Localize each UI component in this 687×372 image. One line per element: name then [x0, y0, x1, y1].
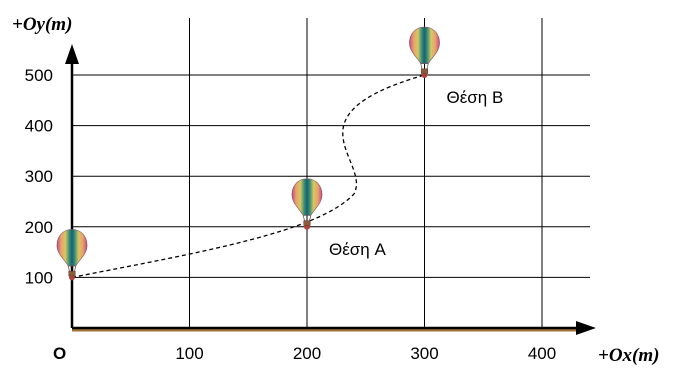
x-tick-label: 400 [528, 344, 556, 363]
x-axis-title: +Ox(m) [598, 345, 659, 366]
y-axis-arrow-icon [65, 44, 79, 64]
grid-lines [72, 18, 590, 328]
position-label: Θέση A [329, 240, 386, 259]
x-tick-label: 100 [175, 344, 203, 363]
x-tick-labels: 100 200 300 400 [175, 344, 556, 363]
y-axis-title: +Oy(m) [12, 14, 72, 35]
y-tick-label: 400 [25, 117, 53, 136]
x-tick-label: 200 [293, 344, 321, 363]
y-tick-label: 100 [25, 268, 53, 287]
trajectory-path [71, 74, 425, 279]
y-tick-label: 300 [25, 167, 53, 186]
x-axis-arrow-icon [576, 321, 596, 335]
x-tick-label: 300 [410, 344, 438, 363]
axes [65, 44, 596, 335]
y-tick-label: 200 [25, 218, 53, 237]
position-labels: Θέση A Θέση B [329, 88, 503, 259]
position-label: Θέση B [447, 88, 504, 107]
balloons [56, 26, 440, 277]
origin-label: O [53, 344, 66, 363]
y-tick-label: 500 [25, 66, 53, 85]
y-tick-labels: 100 200 300 400 500 [25, 66, 53, 287]
